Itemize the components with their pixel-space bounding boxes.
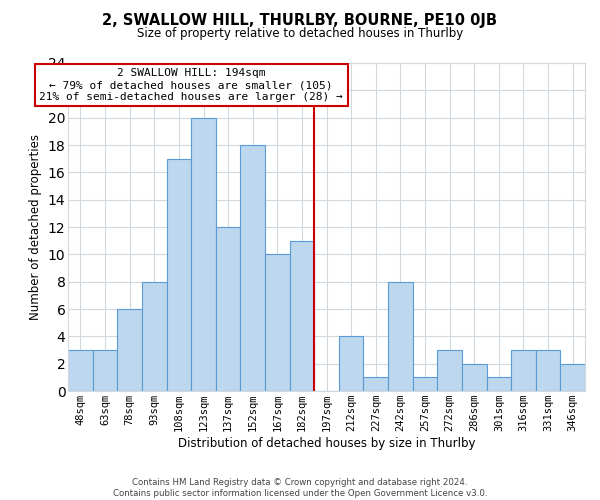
- Bar: [290, 241, 314, 391]
- Bar: [388, 282, 413, 391]
- Text: 2, SWALLOW HILL, THURLBY, BOURNE, PE10 0JB: 2, SWALLOW HILL, THURLBY, BOURNE, PE10 0…: [103, 12, 497, 28]
- Bar: [265, 254, 290, 391]
- Text: Contains HM Land Registry data © Crown copyright and database right 2024.
Contai: Contains HM Land Registry data © Crown c…: [113, 478, 487, 498]
- Bar: [413, 378, 437, 391]
- Bar: [142, 282, 167, 391]
- Bar: [487, 378, 511, 391]
- Y-axis label: Number of detached properties: Number of detached properties: [29, 134, 42, 320]
- Bar: [511, 350, 536, 391]
- Bar: [462, 364, 487, 391]
- Bar: [118, 309, 142, 391]
- Bar: [364, 378, 388, 391]
- Text: Size of property relative to detached houses in Thurlby: Size of property relative to detached ho…: [137, 28, 463, 40]
- Bar: [167, 158, 191, 391]
- Bar: [241, 145, 265, 391]
- Bar: [191, 118, 216, 391]
- Text: 2 SWALLOW HILL: 194sqm
← 79% of detached houses are smaller (105)
21% of semi-de: 2 SWALLOW HILL: 194sqm ← 79% of detached…: [40, 68, 343, 102]
- Bar: [536, 350, 560, 391]
- Bar: [68, 350, 93, 391]
- Bar: [93, 350, 118, 391]
- Bar: [437, 350, 462, 391]
- Bar: [560, 364, 585, 391]
- Bar: [216, 227, 241, 391]
- Bar: [339, 336, 364, 391]
- X-axis label: Distribution of detached houses by size in Thurlby: Distribution of detached houses by size …: [178, 437, 475, 450]
